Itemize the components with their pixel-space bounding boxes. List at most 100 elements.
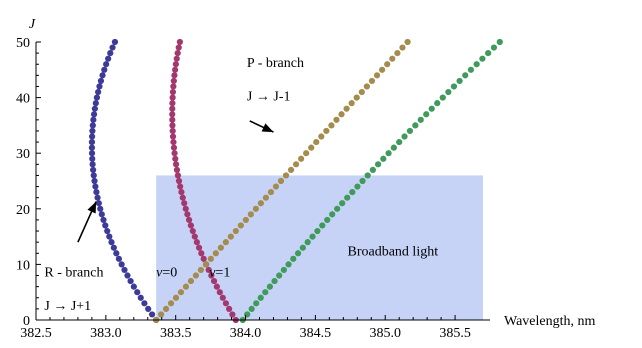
data-point — [106, 233, 113, 240]
data-point — [91, 105, 98, 112]
data-point — [187, 222, 194, 229]
data-point — [91, 177, 98, 185]
data-point — [276, 272, 283, 279]
data-point — [181, 200, 188, 207]
data-point — [210, 277, 218, 285]
data-point — [169, 122, 176, 129]
data-point — [148, 311, 156, 318]
data-point — [174, 172, 182, 179]
data-point — [96, 83, 103, 90]
data-point — [202, 261, 209, 268]
data-point — [98, 211, 105, 218]
data-point — [257, 200, 264, 207]
data-point — [177, 289, 185, 296]
y-tick-label: 20 — [16, 203, 30, 218]
x-tick-label: 385.5 — [439, 326, 471, 341]
data-point — [170, 83, 177, 90]
data-point — [222, 300, 230, 307]
series-p-branch-2 — [153, 38, 411, 324]
data-point — [304, 239, 311, 246]
data-point — [343, 105, 350, 112]
data-point — [130, 283, 137, 290]
data-point — [271, 277, 278, 285]
data-point — [299, 244, 306, 251]
data-point — [285, 261, 292, 268]
data-point — [359, 177, 366, 185]
data-point — [141, 300, 148, 307]
data-point — [384, 61, 391, 68]
x-tick-label: 382.5 — [20, 326, 52, 341]
data-point — [485, 50, 492, 57]
data-point — [262, 289, 269, 296]
y-axis-label: J — [29, 17, 36, 32]
data-point — [92, 183, 99, 190]
data-point — [439, 94, 446, 101]
data-point — [197, 266, 204, 274]
data-point — [110, 244, 117, 251]
data-point — [354, 183, 361, 190]
annotation-text: J → J-1 — [247, 89, 291, 104]
data-point — [169, 127, 176, 135]
data-point — [349, 189, 356, 196]
arrow-layer — [77, 120, 274, 243]
data-point — [172, 161, 180, 168]
data-point — [200, 255, 207, 262]
data-point — [172, 294, 180, 301]
y-tick-label: 50 — [16, 36, 30, 51]
data-point — [318, 133, 325, 140]
annotation-arrow-head — [87, 201, 97, 214]
data-point — [93, 94, 101, 101]
series-layer — [88, 38, 503, 324]
data-point — [344, 194, 351, 201]
annotation-text: Broadband light — [348, 245, 439, 260]
data-point — [247, 211, 254, 218]
data-point — [175, 44, 182, 51]
data-point — [423, 111, 430, 118]
data-point — [282, 172, 290, 179]
data-point — [232, 227, 239, 235]
x-tick-label: 383.0 — [90, 326, 122, 341]
data-point — [319, 222, 326, 229]
data-point — [379, 66, 386, 73]
data-point — [172, 61, 179, 68]
data-point — [193, 239, 200, 246]
data-point — [100, 216, 107, 224]
data-point — [176, 38, 183, 46]
data-point — [172, 66, 179, 73]
data-point — [115, 255, 122, 262]
data-point — [170, 144, 178, 151]
data-point — [353, 94, 360, 101]
data-point — [185, 216, 193, 224]
data-point — [171, 150, 178, 157]
data-point — [229, 311, 236, 318]
axes — [35, 41, 490, 321]
data-point — [237, 222, 244, 229]
data-point — [170, 138, 177, 146]
data-point — [334, 205, 341, 212]
data-point — [169, 111, 176, 118]
data-point — [280, 266, 287, 274]
data-point — [292, 161, 300, 168]
data-point — [308, 144, 315, 151]
data-point — [90, 111, 98, 118]
data-point — [450, 83, 458, 90]
data-point — [89, 133, 96, 140]
data-point — [169, 94, 176, 101]
data-point — [103, 61, 110, 68]
data-point — [404, 38, 411, 46]
x-axis-label: Wavelength, nm — [504, 314, 596, 329]
data-point — [169, 116, 176, 123]
data-point — [97, 77, 105, 85]
data-point — [182, 283, 190, 290]
data-point — [189, 227, 196, 235]
data-point — [462, 72, 469, 79]
data-point — [303, 150, 310, 157]
data-point — [145, 305, 152, 312]
data-point — [324, 216, 331, 224]
data-point — [121, 266, 128, 274]
data-point — [313, 138, 320, 146]
data-point — [90, 116, 97, 123]
data-point — [329, 211, 336, 218]
data-point — [124, 272, 131, 279]
